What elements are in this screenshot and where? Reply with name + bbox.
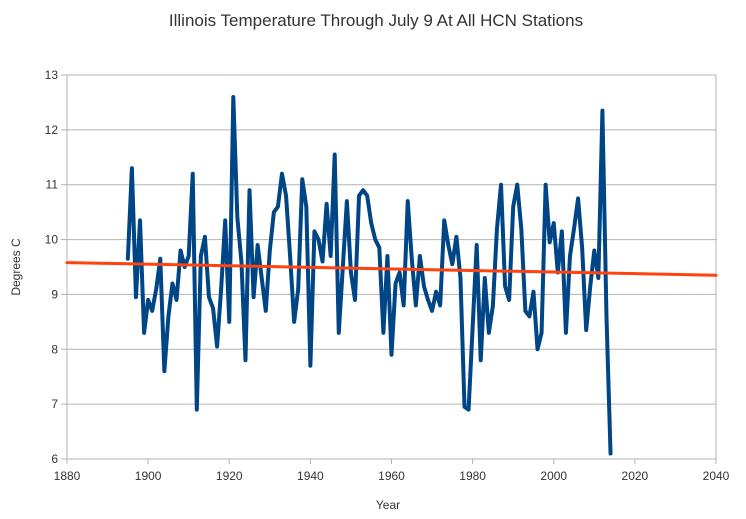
y-axis-title: Degrees C bbox=[9, 238, 23, 296]
x-tick-label: 1900 bbox=[135, 469, 162, 483]
series-group bbox=[65, 94, 718, 456]
x-axis-title: Year bbox=[376, 498, 400, 512]
y-tick-label: 8 bbox=[51, 342, 58, 356]
x-tick-label: 2020 bbox=[622, 469, 649, 483]
temperature-series-line bbox=[125, 94, 613, 456]
y-tick-label: 10 bbox=[45, 233, 59, 247]
x-tick-labels: 1880 1900 1920 1940 1960 1980 2000 2020 2040 bbox=[54, 469, 730, 483]
y-tick-label: 6 bbox=[51, 452, 58, 466]
x-tick-label: 1940 bbox=[297, 469, 324, 483]
x-tick-label: 1880 bbox=[54, 469, 81, 483]
y-tick-label: 12 bbox=[45, 123, 59, 137]
chart-title: Illinois Temperature Through July 9 At A… bbox=[169, 11, 583, 30]
y-tick-label: 9 bbox=[51, 287, 58, 301]
y-tick-label: 13 bbox=[45, 68, 59, 82]
x-tick-label: 2040 bbox=[703, 469, 730, 483]
trend-line bbox=[65, 261, 718, 277]
y-tick-label: 11 bbox=[46, 178, 59, 192]
y-tick-labels: 6 7 8 9 10 11 12 13 bbox=[45, 68, 59, 466]
x-tick-label: 1980 bbox=[459, 469, 486, 483]
y-tick-label: 7 bbox=[51, 397, 58, 411]
x-tick-label: 1920 bbox=[216, 469, 243, 483]
x-tick-label: 2000 bbox=[540, 469, 567, 483]
x-tick-label: 1960 bbox=[378, 469, 405, 483]
